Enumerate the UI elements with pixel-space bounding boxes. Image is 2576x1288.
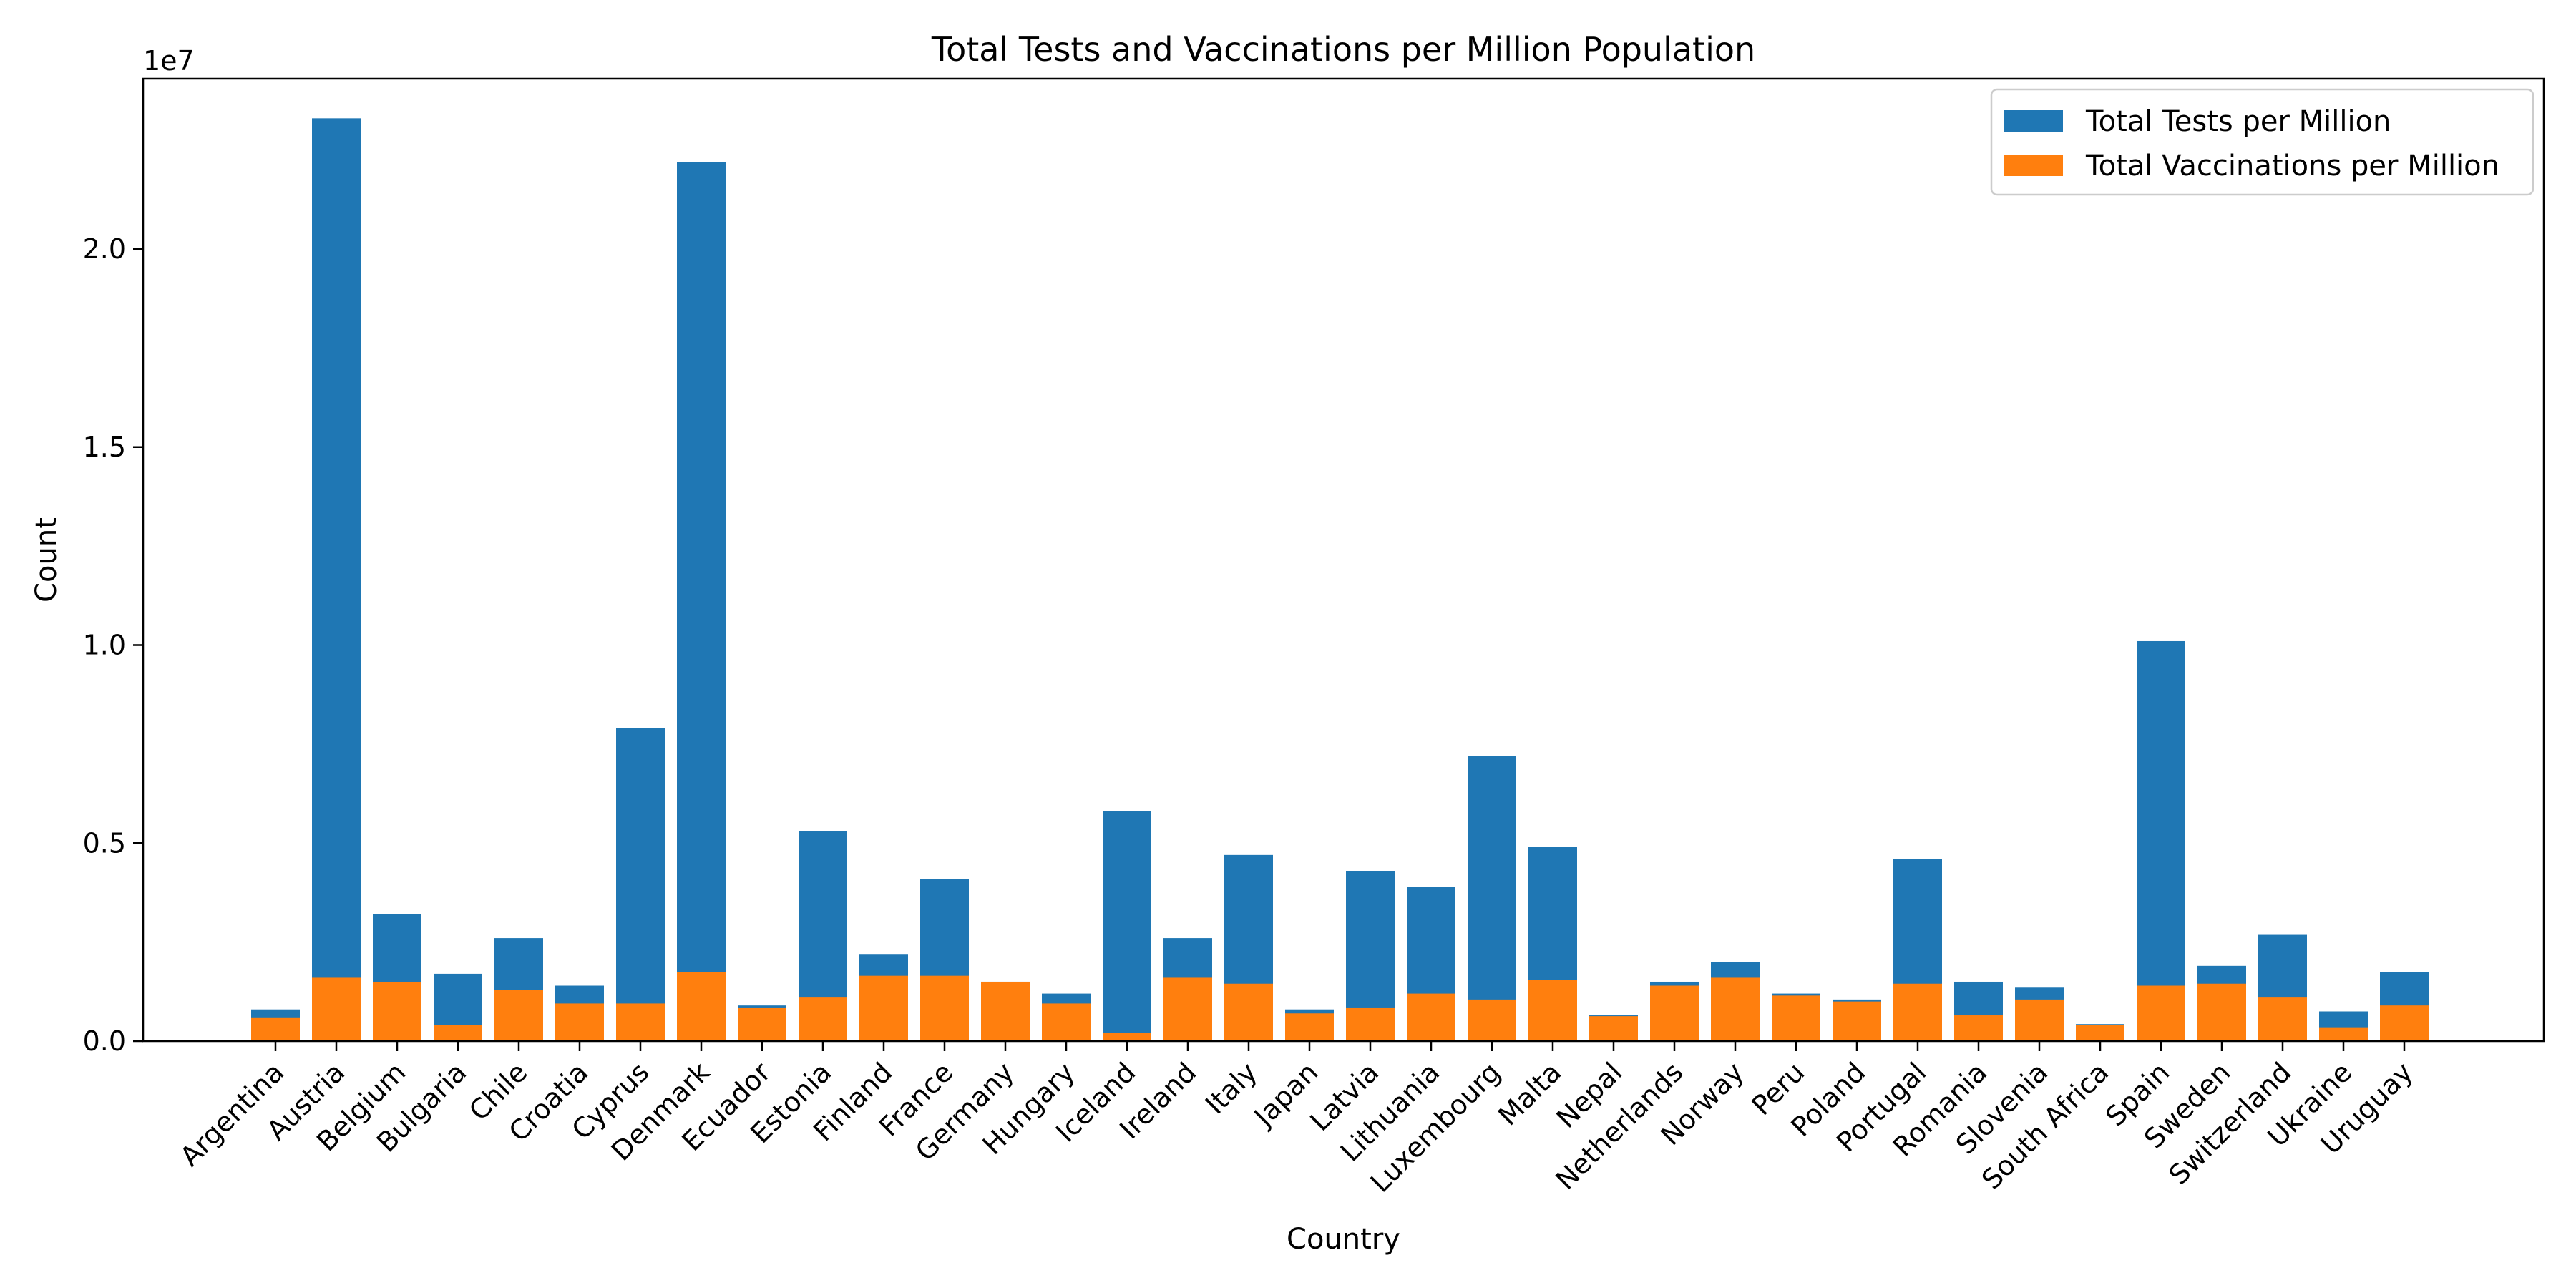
bar-vaccinations-cyprus [616,1003,665,1041]
legend: Total Tests per Million Total Vaccination… [1990,88,2534,196]
y-axis-offset-label: 1e7 [143,45,195,77]
plot-area-frame [142,77,2545,1043]
bar-tests-austria [312,118,361,1041]
x-tick-label-malta: Malta [1492,1056,1567,1131]
legend-label-tests: Total Tests per Million [2085,105,2391,138]
bar-tests-spain [2137,640,2185,1041]
bar-vaccinations-uruguay [2380,1005,2429,1041]
legend-swatch-tests [2004,110,2063,132]
bar-vaccinations-germany [981,981,1030,1041]
bar-vaccinations-lithuania [1407,993,1455,1041]
bar-vaccinations-slovenia [2015,999,2064,1041]
x-axis-label: Country [1287,1223,1400,1256]
bar-tests-luxembourg [1468,756,1516,1041]
y-tick-label: 1.5 [83,431,126,463]
bar-vaccinations-estonia [799,997,847,1041]
bar-vaccinations-romania [1954,1015,2003,1041]
bar-vaccinations-croatia [555,1003,604,1041]
y-tick-label: 2.0 [83,233,126,265]
y-tick-label: 0.0 [83,1025,126,1057]
bar-vaccinations-poland [1833,1001,1881,1041]
bar-vaccinations-latvia [1346,1007,1395,1041]
bars-group [251,118,2429,1041]
bar-vaccinations-switzerland [2258,997,2307,1041]
bar-vaccinations-italy [1224,983,1273,1041]
legend-label-vaccinations: Total Vaccinations per Million [2085,150,2499,182]
bar-vaccinations-south-africa [2076,1025,2124,1041]
bar-vaccinations-netherlands [1650,985,1699,1041]
x-axis-ticks: ArgentinaAustriaBelgiumBulgariaChileCroa… [174,1041,2419,1199]
bar-vaccinations-bulgaria [434,1025,482,1041]
bar-vaccinations-norway [1711,977,1760,1041]
bar-vaccinations-denmark [677,972,726,1041]
bar-vaccinations-ecuador [738,1007,786,1041]
bar-vaccinations-hungary [1042,1003,1091,1041]
legend-box [1990,88,2534,196]
y-tick-label: 0.5 [83,827,126,859]
bar-vaccinations-austria [312,977,361,1041]
bar-vaccinations-belgium [373,981,421,1041]
bar-vaccinations-ireland [1163,977,1212,1041]
bar-vaccinations-spain [2137,985,2185,1041]
bar-vaccinations-iceland [1103,1033,1151,1041]
y-tick-label: 1.0 [83,630,126,661]
bar-vaccinations-ukraine [2319,1027,2368,1041]
bar-tests-iceland [1103,811,1151,1041]
bar-vaccinations-nepal [1589,1016,1638,1041]
bar-tests-cyprus [616,728,665,1041]
bar-vaccinations-argentina [251,1017,300,1041]
y-axis-ticks: 0.0 0.5 1.0 1.5 2.0 [83,233,143,1057]
bar-vaccinations-peru [1772,995,1820,1041]
bar-vaccinations-japan [1285,1013,1334,1041]
y-axis-label: Count [30,517,63,602]
bar-vaccinations-chile [494,990,543,1041]
bar-vaccinations-sweden [2197,983,2246,1041]
chart-title: Total Tests and Vaccinations per Million… [931,30,1755,69]
bar-tests-denmark [677,162,726,1041]
bar-vaccinations-finland [859,975,908,1041]
bar-vaccinations-france [920,975,969,1041]
bar-vaccinations-luxembourg [1468,999,1516,1041]
bar-vaccinations-portugal [1893,983,1942,1041]
legend-swatch-vaccinations [2004,155,2063,176]
bar-vaccinations-malta [1528,980,1577,1041]
